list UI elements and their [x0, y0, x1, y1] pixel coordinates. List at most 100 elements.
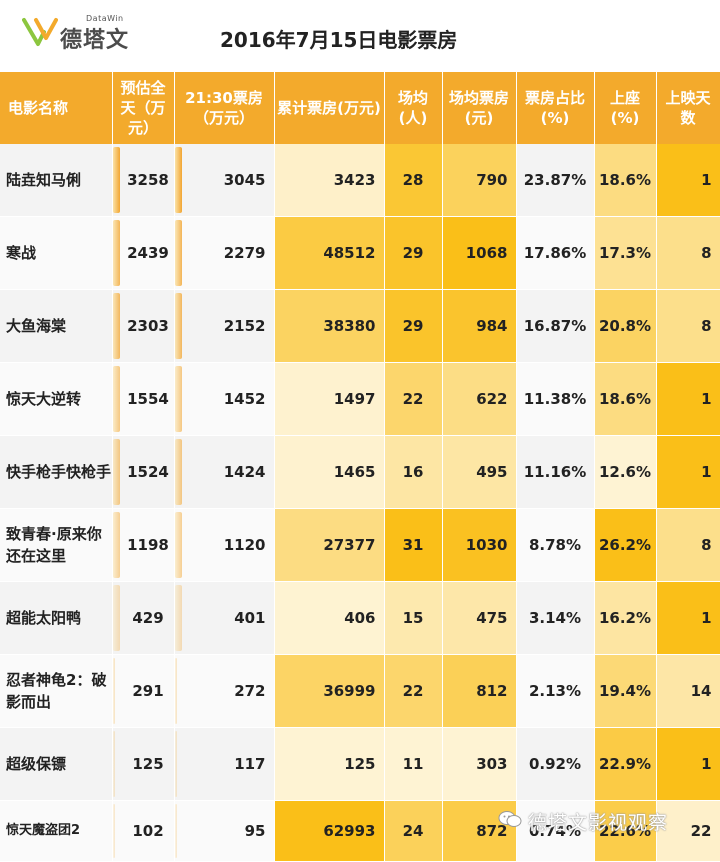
occupancy-cell: 20.8%	[594, 289, 657, 363]
data-bar	[112, 585, 120, 651]
logo-subtitle: DataWin	[86, 14, 124, 23]
cell-value: 1198	[127, 536, 169, 554]
share-cell: 2.13%	[516, 654, 595, 728]
occupancy-cell: 19.4%	[594, 654, 657, 728]
datawin-logo-icon	[22, 18, 58, 46]
data-bar	[174, 366, 182, 432]
occupancy-cell: 18.6%	[594, 362, 657, 436]
avg-box-cell: 1030	[442, 508, 517, 582]
movie-name: 忍者神龟2：破影而出	[0, 654, 113, 728]
avg-people-cell: 15	[384, 581, 443, 655]
table-header-row: 电影名称 预估全天（万元） 21:30票房（万元） 累计票房(万元) 场均(人)…	[0, 72, 720, 144]
cell-value: 2152	[223, 317, 266, 335]
share-cell: 8.78%	[516, 508, 595, 582]
estimate-cell: 2439	[112, 216, 175, 290]
column-header: 票房占比(%)	[516, 72, 595, 144]
table-row: 致青春·原来你还在这里 1198 1120 27377 31 1030 8.78% 26.2%…	[0, 508, 720, 582]
data-bar	[112, 731, 115, 797]
box-2130-cell: 2279	[174, 216, 275, 290]
data-bar	[112, 439, 120, 505]
cell-value: 1524	[127, 463, 169, 481]
cell-value: 401	[234, 609, 266, 627]
table-row: 寒战 2439 2279 48512 29 1068 17.86% 17.3% 8	[0, 216, 720, 290]
estimate-cell: 291	[112, 654, 175, 728]
data-bar	[174, 804, 177, 858]
data-bar	[112, 512, 120, 578]
avg-people-cell: 29	[384, 289, 443, 363]
cell-value: 1452	[223, 390, 266, 408]
days-cell: 1	[656, 362, 720, 436]
movie-name: 惊天魔盗团2	[0, 800, 113, 862]
cell-value: 1424	[223, 463, 266, 481]
occupancy-cell: 26.2%	[594, 508, 657, 582]
occupancy-cell: 12.6%	[594, 435, 657, 509]
avg-box-cell: 872	[442, 800, 517, 862]
days-cell: 14	[656, 654, 720, 728]
cell-value: 3045	[223, 171, 266, 189]
data-bar	[112, 366, 120, 432]
days-cell: 8	[656, 216, 720, 290]
cell-value: 117	[234, 755, 266, 773]
total-box-cell: 1497	[274, 362, 385, 436]
data-bar	[174, 439, 182, 505]
estimate-cell: 125	[112, 727, 175, 801]
movie-name: 惊天大逆转	[0, 362, 113, 436]
share-cell: 23.87%	[516, 144, 595, 217]
table-row: 陆垚知马俐 3258 3045 3423 28 790 23.87% 18.6% 1	[0, 144, 720, 217]
cell-value: 1554	[127, 390, 169, 408]
days-cell: 1	[656, 435, 720, 509]
share-cell: 0.74%	[516, 800, 595, 862]
data-bar	[174, 585, 182, 651]
column-header: 场均(人)	[384, 72, 443, 144]
table-row: 超级保镖 125 117 125 11 303 0.92% 22.9% 1	[0, 727, 720, 801]
avg-box-cell: 303	[442, 727, 517, 801]
cell-value: 272	[234, 682, 266, 700]
column-header: 21:30票房（万元）	[174, 72, 275, 144]
avg-people-cell: 22	[384, 362, 443, 436]
cell-value: 3258	[127, 171, 169, 189]
share-cell: 11.38%	[516, 362, 595, 436]
data-bar	[112, 293, 120, 359]
data-bar	[112, 658, 115, 724]
movie-name: 超能太阳鸭	[0, 581, 113, 655]
movie-name: 陆垚知马俐	[0, 144, 113, 217]
avg-box-cell: 984	[442, 289, 517, 363]
share-cell: 16.87%	[516, 289, 595, 363]
data-bar	[112, 220, 120, 286]
total-box-cell: 38380	[274, 289, 385, 363]
avg-people-cell: 22	[384, 654, 443, 728]
box-2130-cell: 3045	[174, 144, 275, 217]
data-bar	[174, 658, 177, 724]
avg-people-cell: 16	[384, 435, 443, 509]
share-cell: 0.92%	[516, 727, 595, 801]
avg-people-cell: 11	[384, 727, 443, 801]
total-box-cell: 1465	[274, 435, 385, 509]
avg-box-cell: 790	[442, 144, 517, 217]
cell-value: 102	[132, 822, 164, 840]
avg-box-cell: 1068	[442, 216, 517, 290]
estimate-cell: 1524	[112, 435, 175, 509]
cell-value: 1120	[223, 536, 266, 554]
page-title: 2016年7月15日电影票房	[220, 28, 458, 52]
avg-people-cell: 31	[384, 508, 443, 582]
total-box-cell: 62993	[274, 800, 385, 862]
data-bar	[112, 147, 120, 213]
data-bar	[174, 731, 177, 797]
cell-value: 2439	[127, 244, 169, 262]
avg-people-cell: 24	[384, 800, 443, 862]
total-box-cell: 27377	[274, 508, 385, 582]
total-box-cell: 3423	[274, 144, 385, 217]
cell-value: 125	[132, 755, 164, 773]
estimate-cell: 3258	[112, 144, 175, 217]
share-cell: 3.14%	[516, 581, 595, 655]
share-cell: 17.86%	[516, 216, 595, 290]
header-area: DataWin 德塔文 2016年7月15日电影票房	[0, 0, 720, 72]
box-office-table: 电影名称 预估全天（万元） 21:30票房（万元） 累计票房(万元) 场均(人)…	[0, 72, 720, 862]
occupancy-cell: 17.3%	[594, 216, 657, 290]
movie-name: 大鱼海棠	[0, 289, 113, 363]
estimate-cell: 102	[112, 800, 175, 862]
total-box-cell: 406	[274, 581, 385, 655]
table-row: 快手枪手快枪手 1524 1424 1465 16 495 11.16% 12.6% 1	[0, 435, 720, 509]
cell-value: 95	[244, 822, 266, 840]
box-2130-cell: 2152	[174, 289, 275, 363]
